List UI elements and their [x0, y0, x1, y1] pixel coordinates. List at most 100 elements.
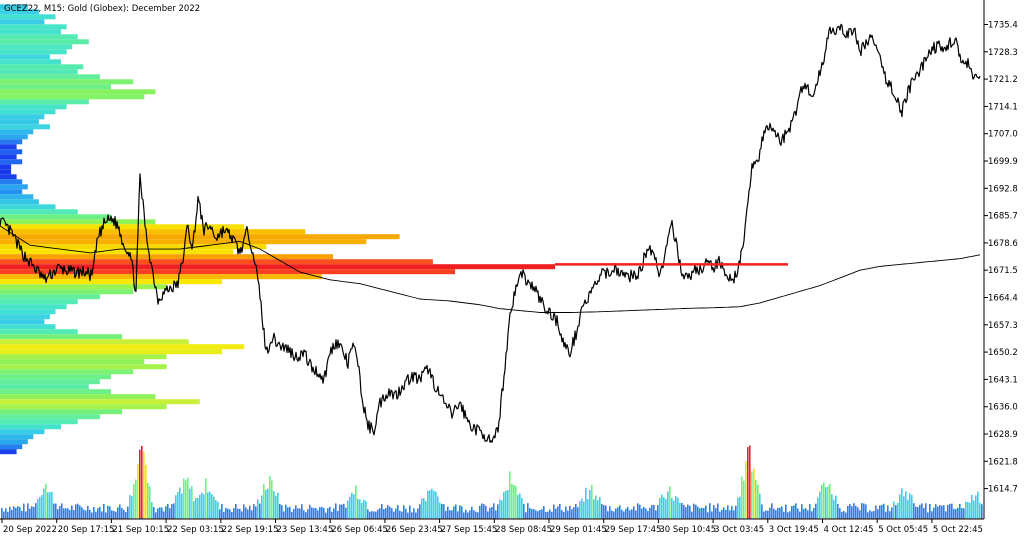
price-tick-label: 1678.6	[988, 239, 1018, 249]
volume-bar	[71, 505, 73, 519]
volume-bar	[867, 512, 869, 519]
volume-profile-bar	[0, 254, 333, 260]
volume-bar	[215, 500, 217, 519]
volume-bar	[951, 503, 953, 519]
volume-profile-bar	[0, 144, 17, 150]
volume-profile-bar	[0, 124, 50, 130]
volume-bar	[249, 505, 251, 519]
moving-average-line	[0, 225, 981, 313]
volume-bar	[311, 507, 313, 519]
volume-bar	[229, 509, 231, 519]
volume-profile-bar	[0, 34, 78, 40]
volume-bar	[893, 501, 895, 519]
volume-profile-bar	[0, 59, 61, 65]
volume-bar	[371, 511, 373, 519]
volume-bar	[5, 508, 7, 519]
volume-bar	[375, 511, 377, 519]
volume-bar	[81, 507, 83, 519]
volume-bar	[297, 508, 299, 519]
volume-bar	[349, 496, 351, 519]
volume-profile-bar	[0, 399, 200, 405]
volume-profile-bar	[0, 224, 245, 230]
volume-bar	[755, 479, 757, 519]
volume-bar	[733, 510, 735, 519]
volume-bar	[927, 512, 929, 519]
volume-bar	[853, 503, 855, 519]
volume-bar	[683, 504, 685, 519]
volume-bar	[451, 510, 453, 519]
volume-bar	[449, 510, 451, 519]
volume-bar	[269, 476, 271, 519]
volume-bar	[43, 488, 45, 519]
volume-bar	[591, 484, 593, 519]
volume-bar	[557, 506, 559, 519]
volume-bar	[99, 507, 101, 519]
volume-profile-bar	[0, 204, 56, 210]
volume-bar	[845, 512, 847, 519]
volume-bar	[535, 510, 537, 519]
volume-bar	[767, 510, 769, 519]
volume-bar	[287, 507, 289, 519]
volume-profile-bar	[0, 419, 78, 425]
volume-bar	[307, 509, 309, 519]
volume-bar	[701, 507, 703, 519]
volume-bar	[965, 501, 967, 519]
volume-bar	[267, 488, 269, 519]
volume-bar	[461, 506, 463, 519]
volume-bar	[615, 508, 617, 519]
volume-bar	[479, 505, 481, 519]
volume-bar	[581, 498, 583, 519]
volume-bar	[383, 509, 385, 519]
price-axis-ticks: 1735.4 1728.3 1721.2 1714.1 1707.0 1699.9 1692…	[984, 21, 1018, 495]
volume-bar	[173, 503, 175, 519]
volume-bar	[685, 507, 687, 519]
volume-bar	[79, 505, 81, 519]
volume-bar	[289, 506, 291, 519]
volume-bar	[319, 507, 321, 519]
volume-bar	[817, 497, 819, 519]
volume-bar	[671, 498, 673, 519]
volume-bar	[647, 511, 649, 519]
volume-bar	[321, 507, 323, 519]
volume-profile-bar	[0, 284, 167, 290]
volume-bar	[555, 508, 557, 519]
volume-bar	[673, 500, 675, 519]
volume-bar	[137, 464, 139, 519]
volume-profile-bar	[0, 384, 89, 390]
volume-bar	[381, 504, 383, 519]
volume-bar	[257, 499, 259, 519]
volume-bar	[905, 491, 907, 519]
volume-bar	[861, 503, 863, 519]
volume-bar	[781, 506, 783, 519]
volume-profile-bar	[0, 94, 145, 100]
volume-profile-bar	[0, 344, 245, 350]
volume-profile-bar	[0, 264, 555, 270]
volume-profile-bar	[0, 439, 28, 445]
volume-profile-bar	[0, 259, 433, 265]
volume-profile-bar	[0, 379, 100, 385]
volume-bar	[519, 493, 521, 519]
volume-profile-bar	[0, 189, 23, 195]
volume-bar	[259, 503, 261, 519]
volume-bar	[397, 505, 399, 519]
volume-bar	[117, 507, 119, 519]
volume-bar	[17, 506, 19, 519]
price-tick-label: 1650.2	[988, 348, 1018, 358]
volume-bar	[923, 507, 925, 519]
volume-bar	[525, 512, 527, 519]
volume-bar	[219, 509, 221, 519]
volume-bar	[415, 512, 417, 519]
volume-profile-bar	[0, 79, 134, 85]
volume-bar	[849, 504, 851, 519]
volume-bar	[621, 509, 623, 519]
volume-bar	[783, 511, 785, 519]
volume-bar	[747, 447, 749, 519]
volume-bar	[793, 505, 795, 519]
volume-bar	[941, 505, 943, 519]
time-tick-label: 21 Sep 10:15	[112, 525, 169, 535]
volume-bar	[879, 505, 881, 519]
volume-bar	[825, 487, 827, 519]
volume-bar	[197, 497, 199, 519]
